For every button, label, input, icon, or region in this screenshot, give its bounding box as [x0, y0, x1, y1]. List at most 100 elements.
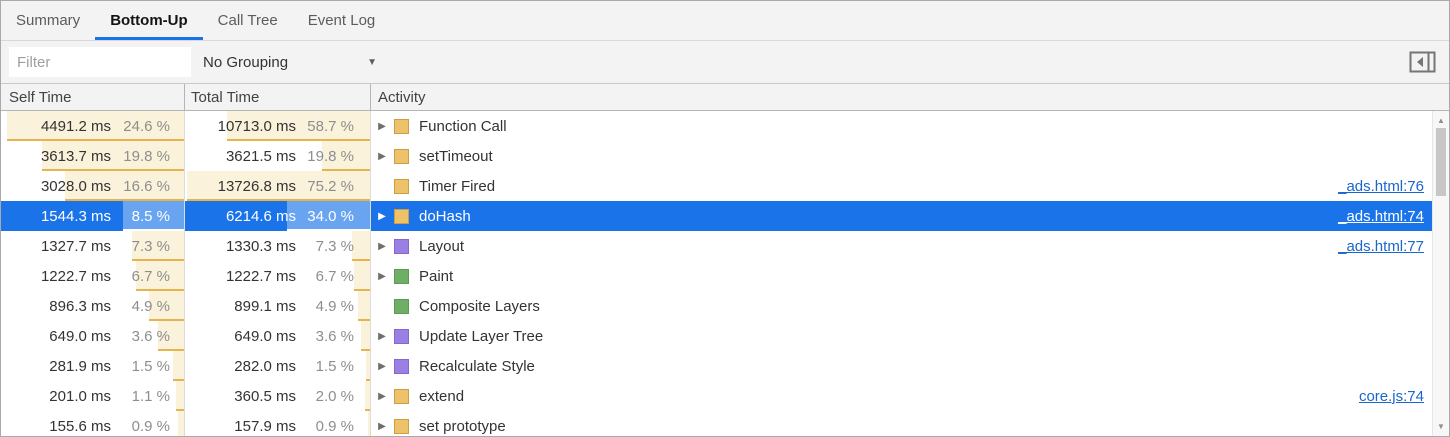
- activity-label: Function Call: [419, 117, 507, 135]
- tab-label: Summary: [16, 12, 81, 29]
- tab-call-tree[interactable]: Call Tree: [203, 1, 293, 40]
- total-time-value: 1222.7 ms: [225, 267, 296, 285]
- scripting-category-icon: [394, 148, 409, 164]
- cell-content: 281.9 ms 1.5 %: [1, 351, 184, 381]
- total-time-value: 282.0 ms: [234, 357, 296, 375]
- tab-event-log[interactable]: Event Log: [293, 1, 391, 40]
- panel-tabbar: Summary Bottom-Up Call Tree Event Log: [1, 1, 1449, 41]
- activity-cell: ▶ doHash _ads.html:74: [371, 201, 1432, 231]
- self-time-value: 4491.2 ms: [40, 117, 111, 135]
- scroll-up-icon[interactable]: ▲: [1437, 116, 1445, 125]
- grouping-dropdown[interactable]: No Grouping ▼: [199, 47, 385, 77]
- total-time-value: 360.5 ms: [234, 387, 296, 405]
- expand-arrow-icon[interactable]: ▶: [378, 120, 386, 132]
- total-heat-bar: [287, 201, 370, 231]
- vertical-scrollbar[interactable]: ▲ ▼: [1432, 111, 1449, 436]
- self-time-cell: 1544.3 ms 8.5 %: [1, 201, 185, 231]
- table-row[interactable]: 3613.7 ms 19.8 % 3621.5 ms 19.8 % ▶ setTimeou…: [1, 141, 1432, 171]
- self-heat-bar: [158, 321, 184, 351]
- source-link[interactable]: _ads.html:74: [1338, 207, 1424, 225]
- source-link[interactable]: _ads.html:76: [1338, 177, 1424, 195]
- table-row[interactable]: 3028.0 ms 16.6 % 13726.8 ms 75.2 % Timer Fir…: [1, 171, 1432, 201]
- scripting-category-icon: [394, 418, 409, 434]
- activity-cell: ▶ Layout _ads.html:77: [371, 231, 1432, 261]
- cell-content: 3028.0 ms 16.6 %: [1, 171, 184, 201]
- self-heat-bar: [123, 201, 184, 231]
- scrollbar-thumb[interactable]: [1436, 128, 1446, 196]
- painting-category-icon: [394, 268, 409, 284]
- cell-content: 6214.6 ms 34.0 %: [185, 201, 370, 231]
- total-time-percent: 2.0 %: [315, 387, 354, 405]
- total-heat-bar: [361, 321, 370, 351]
- table-row[interactable]: 281.9 ms 1.5 % 282.0 ms 1.5 % ▶ Recalculate S…: [1, 351, 1432, 381]
- cell-content: 360.5 ms 2.0 %: [185, 381, 370, 411]
- cell-content: 157.9 ms 0.9 %: [185, 411, 370, 436]
- activity-cell: ▶ setTimeout: [371, 141, 1432, 171]
- self-time-value: 649.0 ms: [49, 327, 111, 345]
- expand-arrow-icon[interactable]: ▶: [378, 420, 386, 432]
- activity-label: Timer Fired: [419, 177, 496, 195]
- table-row[interactable]: 649.0 ms 3.6 % 649.0 ms 3.6 % ▶ Update Layer …: [1, 321, 1432, 351]
- total-time-cell: 282.0 ms 1.5 %: [185, 351, 371, 381]
- total-time-value: 1330.3 ms: [225, 237, 296, 255]
- self-time-percent: 8.5 %: [131, 207, 170, 225]
- expand-arrow-icon[interactable]: ▶: [378, 150, 386, 162]
- self-time-value: 201.0 ms: [49, 387, 111, 405]
- cell-content: 4491.2 ms 24.6 %: [1, 111, 184, 141]
- self-heat-bar: [135, 261, 184, 291]
- total-time-value: 649.0 ms: [234, 327, 296, 345]
- cell-content: 899.1 ms 4.9 %: [185, 291, 370, 321]
- column-header-activity[interactable]: Activity: [371, 84, 1449, 110]
- expand-arrow-icon[interactable]: ▶: [378, 270, 386, 282]
- self-time-value: 155.6 ms: [49, 417, 111, 435]
- total-time-percent: 75.2 %: [307, 177, 354, 195]
- bottom-up-data-grid: Self Time Total Time Activity 4491.2 ms 2…: [1, 84, 1449, 436]
- self-time-percent: 3.6 %: [131, 327, 170, 345]
- total-heat-bar: [367, 411, 370, 436]
- table-row[interactable]: 896.3 ms 4.9 % 899.1 ms 4.9 % Composite Laye…: [1, 291, 1432, 321]
- total-time-cell: 899.1 ms 4.9 %: [185, 291, 371, 321]
- expand-arrow-icon[interactable]: ▶: [378, 330, 386, 342]
- grouping-selected-value: No Grouping: [203, 53, 289, 71]
- rendering-category-icon: [394, 328, 409, 344]
- source-link[interactable]: core.js:74: [1358, 387, 1424, 405]
- chevron-down-icon: ▼: [367, 56, 377, 68]
- filter-input[interactable]: [9, 47, 191, 77]
- show-sidebar-toggle-button[interactable]: [1407, 49, 1439, 75]
- expand-arrow-icon[interactable]: ▶: [378, 210, 386, 222]
- expand-arrow-icon[interactable]: ▶: [378, 240, 386, 252]
- self-time-percent: 1.5 %: [131, 357, 170, 375]
- cell-content: 1544.3 ms 8.5 %: [1, 201, 184, 231]
- total-heat-bar: [227, 111, 370, 141]
- self-time-percent: 16.6 %: [123, 177, 170, 195]
- table-row[interactable]: 155.6 ms 0.9 % 157.9 ms 0.9 % ▶ set prototype: [1, 411, 1432, 436]
- self-heat-bar: [177, 411, 184, 436]
- total-time-percent: 1.5 %: [315, 357, 354, 375]
- total-time-percent: 19.8 %: [307, 147, 354, 165]
- table-row[interactable]: 1222.7 ms 6.7 % 1222.7 ms 6.7 % ▶ Paint: [1, 261, 1432, 291]
- activity-cell: Timer Fired _ads.html:76: [371, 171, 1432, 201]
- total-time-percent: 6.7 %: [315, 267, 354, 285]
- scroll-down-icon[interactable]: ▼: [1437, 422, 1445, 431]
- self-heat-bar: [176, 381, 184, 411]
- table-row[interactable]: 201.0 ms 1.1 % 360.5 ms 2.0 % ▶ extend core.js…: [1, 381, 1432, 411]
- tab-bottom-up[interactable]: Bottom-Up: [95, 1, 202, 40]
- expand-arrow-icon[interactable]: ▶: [378, 360, 386, 372]
- activity-label: Layout: [419, 237, 465, 255]
- expand-arrow-icon[interactable]: ▶: [378, 390, 386, 402]
- self-time-cell: 896.3 ms 4.9 %: [1, 291, 185, 321]
- self-heat-bar: [7, 111, 184, 141]
- table-row[interactable]: 1327.7 ms 7.3 % 1330.3 ms 7.3 % ▶ Layout _ads.…: [1, 231, 1432, 261]
- table-row[interactable]: 1544.3 ms 8.5 % 6214.6 ms 34.0 % ▶ doHash _ads…: [1, 201, 1432, 231]
- source-link[interactable]: _ads.html:77: [1338, 237, 1424, 255]
- column-header-total-time[interactable]: Total Time: [185, 84, 371, 110]
- total-time-value: 6214.6 ms: [225, 207, 296, 225]
- total-time-cell: 3621.5 ms 19.8 %: [185, 141, 371, 171]
- total-time-cell: 13726.8 ms 75.2 %: [185, 171, 371, 201]
- self-heat-bar: [64, 171, 184, 201]
- table-row[interactable]: 4491.2 ms 24.6 % 10713.0 ms 58.7 % ▶ Function…: [1, 111, 1432, 141]
- column-header-self-time[interactable]: Self Time: [1, 84, 185, 110]
- tab-summary[interactable]: Summary: [1, 1, 95, 40]
- cell-content: 13726.8 ms 75.2 %: [185, 171, 370, 201]
- total-heat-bar: [365, 381, 370, 411]
